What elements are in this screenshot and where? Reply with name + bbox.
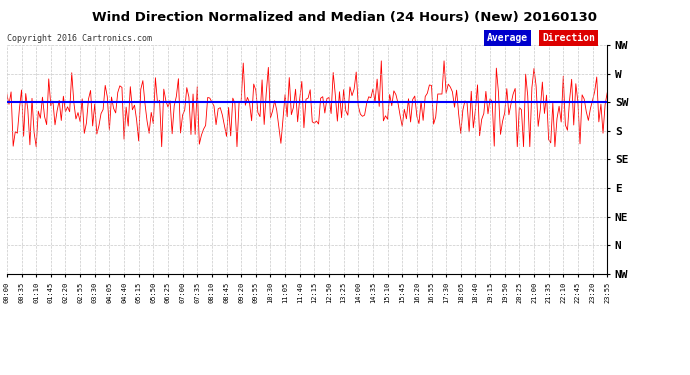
Text: Direction: Direction [542, 33, 595, 43]
Text: Wind Direction Normalized and Median (24 Hours) (New) 20160130: Wind Direction Normalized and Median (24… [92, 11, 598, 24]
Text: Copyright 2016 Cartronics.com: Copyright 2016 Cartronics.com [7, 34, 152, 43]
Text: Average: Average [487, 33, 529, 43]
